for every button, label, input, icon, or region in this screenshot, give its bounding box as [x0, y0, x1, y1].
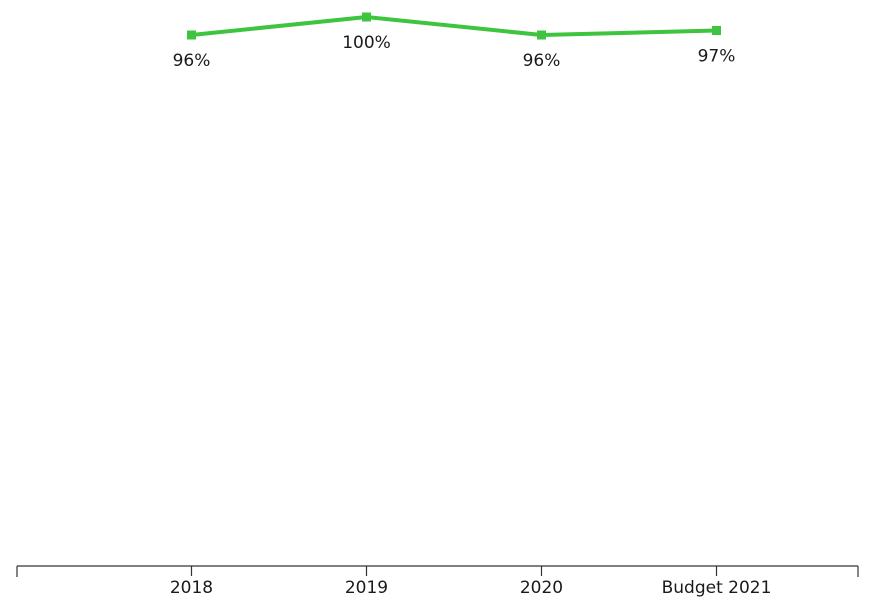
marker [537, 30, 546, 40]
marker [712, 26, 721, 35]
data-label: 96% [173, 51, 211, 71]
data-label: 97% [698, 47, 736, 67]
x-tick-label: 2018 [170, 578, 213, 598]
x-tick-label: Budget 2021 [662, 578, 772, 598]
x-tick-label: 2020 [520, 578, 563, 598]
data-label: 100% [342, 33, 391, 53]
line [191, 15, 717, 37]
data-label: 96% [523, 51, 561, 71]
marker [362, 12, 371, 22]
x-tick-label: 2019 [345, 578, 388, 598]
marker [187, 30, 196, 40]
